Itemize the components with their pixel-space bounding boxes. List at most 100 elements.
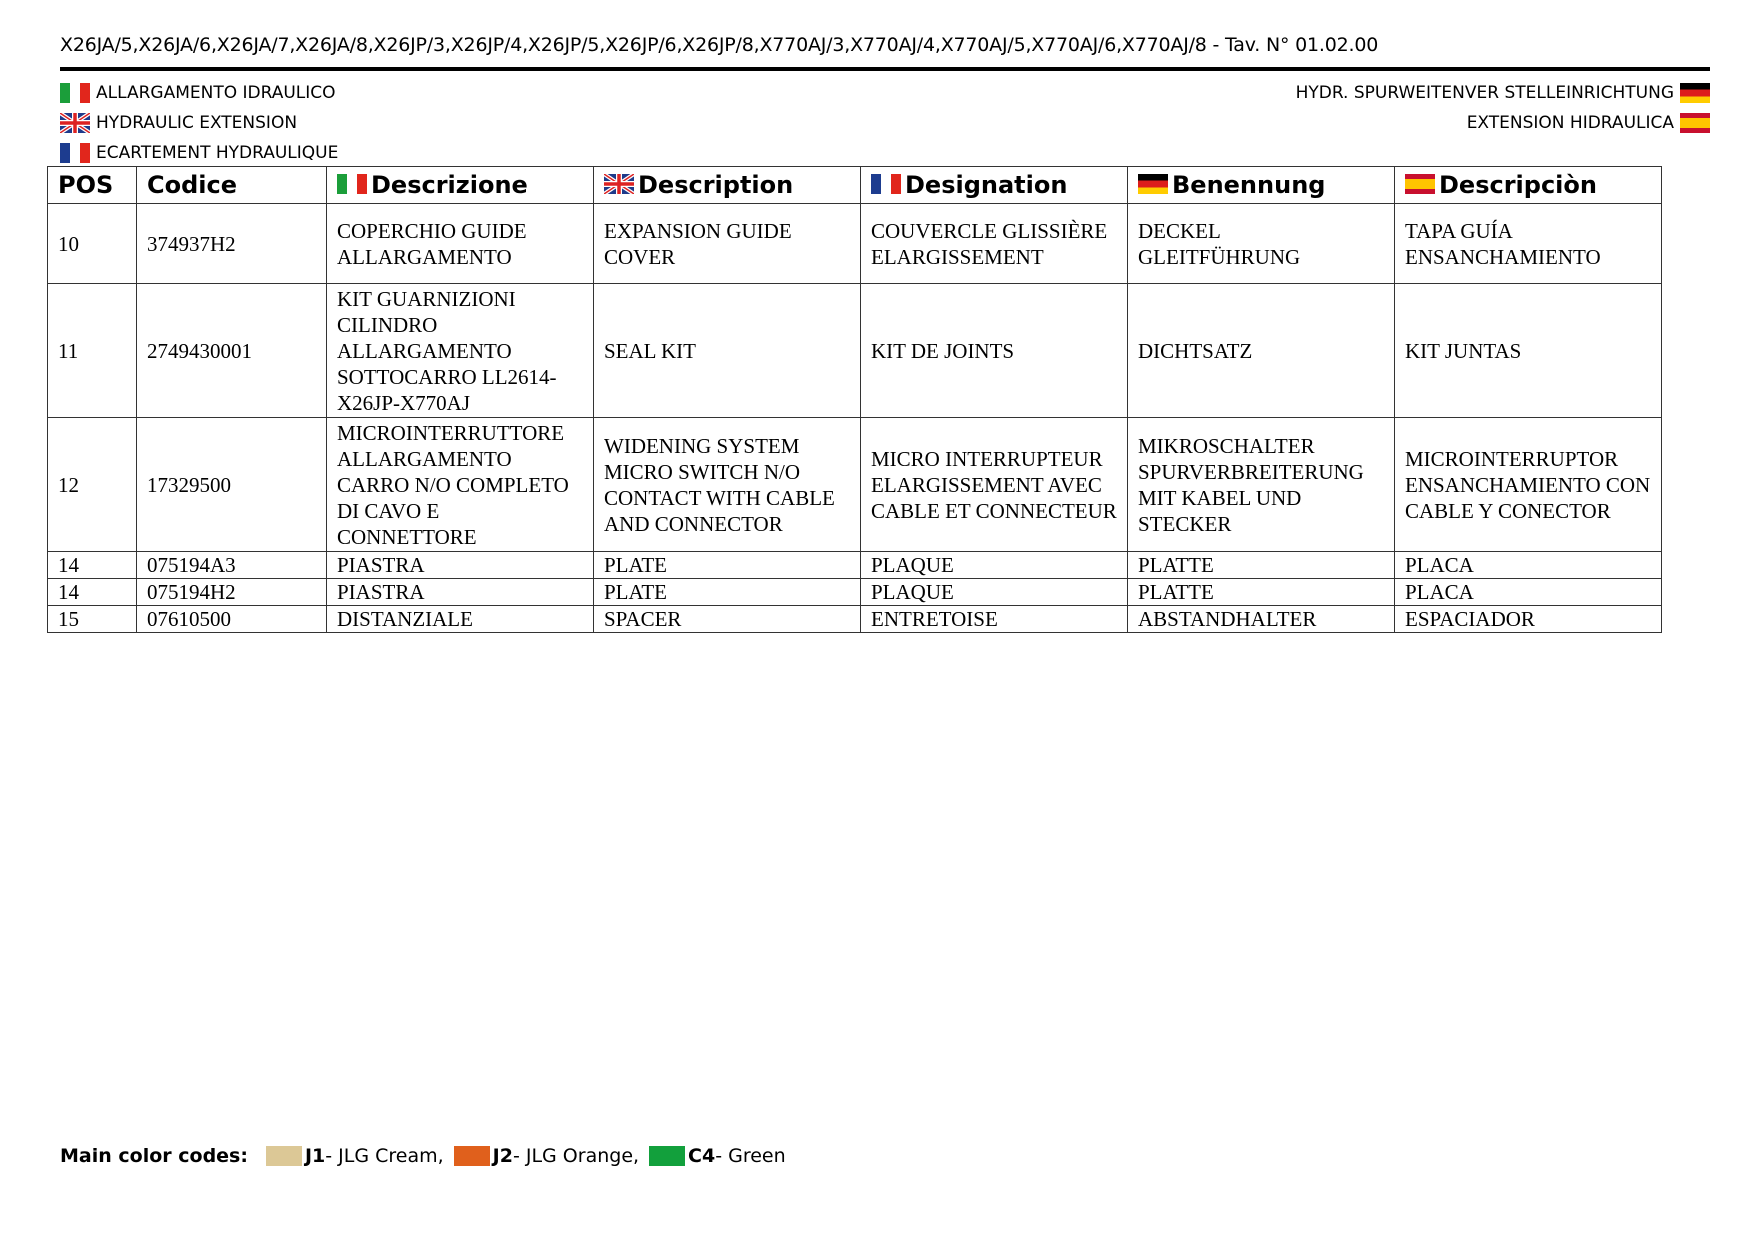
header-it-text: Descrizione [371,171,528,199]
spain-flag-icon [1405,174,1435,194]
cell-en: SPACER [593,605,861,633]
legend-text: - Green [715,1145,786,1167]
cell-code: 075194H2 [136,578,327,606]
title-es-text: EXTENSION HIDRAULICA [1466,113,1674,133]
cell-es: KIT JUNTAS [1394,283,1662,418]
cell-pos: 15 [47,605,137,633]
cream-swatch [265,1146,302,1166]
color-legend: Main color codes: J1 - JLG Cream, J2 - J… [60,1145,796,1167]
header-code: Codice [136,166,327,204]
spain-flag-icon [1680,113,1710,133]
cell-de: DECKEL GLEITFÜHRUNG [1127,203,1395,284]
cell-en: EXPANSION GUIDE COVER [593,203,861,284]
cell-de: ABSTANDHALTER [1127,605,1395,633]
germany-flag-icon [1138,174,1168,194]
title-fr: ECARTEMENT HYDRAULIQUE [60,138,338,168]
cell-code: 2749430001 [136,283,327,418]
italy-flag-icon [60,83,90,103]
header-es: Descripciòn [1394,166,1662,204]
cell-fr: COUVERCLE GLISSIÈRE ELARGISSEMENT [860,203,1128,284]
title-en-text: HYDRAULIC EXTENSION [96,113,298,133]
cell-pos: 12 [47,417,137,552]
title-it-text: ALLARGAMENTO IDRAULICO [96,83,336,103]
legend-code: J1 [304,1145,326,1167]
cell-de: PLATTE [1127,551,1395,579]
cell-fr: MICRO INTERRUPTEUR ELARGISSEMENT AVEC CA… [860,417,1128,552]
title-en: HYDRAULIC EXTENSION [60,108,338,138]
header-en: Description [593,166,861,204]
cell-de: PLATTE [1127,578,1395,606]
uk-flag-icon [604,174,634,194]
cell-es: PLACA [1394,551,1662,579]
cell-en: PLATE [593,578,861,606]
germany-flag-icon [1680,83,1710,103]
cell-fr: PLAQUE [860,551,1128,579]
header-en-text: Description [638,171,794,199]
cell-fr: KIT DE JOINTS [860,283,1128,418]
legend-item-c4: C4 - Green [649,1145,786,1167]
cell-en: SEAL KIT [593,283,861,418]
header-rule [60,67,1710,71]
table-row: 11 2749430001 KIT GUARNIZIONI CILINDRO A… [47,283,1662,418]
cell-pos: 11 [47,283,137,418]
titles-right: HYDR. SPURWEITENVER STELLEINRICHTUNG EXT… [1296,78,1710,138]
header-it: Descrizione [326,166,594,204]
legend-item-j2: J2 - JLG Orange, [453,1145,640,1167]
cell-pos: 14 [47,551,137,579]
header-fr-text: Designation [905,171,1068,199]
cell-es: PLACA [1394,578,1662,606]
legend-code: J2 [492,1145,513,1167]
legend-label: Main color codes: [60,1145,248,1167]
cell-en: WIDENING SYSTEM MICRO SWITCH N/O CONTACT… [593,417,861,552]
cell-it: KIT GUARNIZIONI CILINDRO ALLARGAMENTO SO… [326,283,594,418]
cell-fr: ENTRETOISE [860,605,1128,633]
table-row: 12 17329500 MICROINTERRUTTORE ALLARGAMEN… [47,417,1662,552]
legend-item-j1: J1 - JLG Cream, [265,1145,444,1167]
document-title: X26JA/5,X26JA/6,X26JA/7,X26JA/8,X26JP/3,… [60,34,1379,56]
cell-it: PIASTRA [326,551,594,579]
cell-pos: 14 [47,578,137,606]
cell-fr: PLAQUE [860,578,1128,606]
cell-it: MICROINTERRUTTORE ALLARGAMENTO CARRO N/O… [326,417,594,552]
legend-text: - JLG Cream, [325,1145,444,1167]
title-fr-text: ECARTEMENT HYDRAULIQUE [96,143,339,163]
cell-pos: 10 [47,203,137,284]
cell-it: COPERCHIO GUIDE ALLARGAMENTO [326,203,594,284]
cell-code: 17329500 [136,417,327,552]
italy-flag-icon [337,174,367,194]
titles-left: ALLARGAMENTO IDRAULICO HYDRAULIC EXTENSI… [60,78,338,168]
title-es: EXTENSION HIDRAULICA [1296,108,1710,138]
cell-de: MIKROSCHALTER SPURVERBREITERUNG MIT KABE… [1127,417,1395,552]
title-de-text: HYDR. SPURWEITENVER STELLEINRICHTUNG [1295,83,1674,103]
cell-de: DICHTSATZ [1127,283,1395,418]
cell-es: ESPACIADOR [1394,605,1662,633]
header-fr: Designation [860,166,1128,204]
cell-code: 075194A3 [136,551,327,579]
green-swatch [649,1146,686,1166]
france-flag-icon [871,174,901,194]
parts-table: POS Codice Descrizione Description Desig… [47,166,1662,633]
cell-es: MICROINTERRUPTOR ENSANCHAMIENTO CON CABL… [1394,417,1662,552]
cell-it: PIASTRA [326,578,594,606]
table-row: 10 374937H2 COPERCHIO GUIDE ALLARGAMENTO… [47,203,1662,284]
header-pos: POS [47,166,137,204]
orange-swatch [453,1146,490,1166]
cell-code: 374937H2 [136,203,327,284]
france-flag-icon [60,143,90,163]
cell-it: DISTANZIALE [326,605,594,633]
title-it: ALLARGAMENTO IDRAULICO [60,78,338,108]
cell-code: 07610500 [136,605,327,633]
legend-code: C4 [688,1145,716,1167]
header-de-text: Benennung [1172,171,1326,199]
cell-en: PLATE [593,551,861,579]
header-es-text: Descripciòn [1439,171,1597,199]
header-de: Benennung [1127,166,1395,204]
title-de: HYDR. SPURWEITENVER STELLEINRICHTUNG [1296,78,1710,108]
legend-text: - JLG Orange, [512,1145,640,1167]
uk-flag-icon [60,113,90,133]
table-row: 14 075194A3 PIASTRA PLATE PLAQUE PLATTE … [47,551,1662,579]
table-header-row: POS Codice Descrizione Description Desig… [47,166,1662,204]
cell-es: TAPA GUÍA ENSANCHAMIENTO [1394,203,1662,284]
table-row: 14 075194H2 PIASTRA PLATE PLAQUE PLATTE … [47,578,1662,606]
table-row: 15 07610500 DISTANZIALE SPACER ENTRETOIS… [47,605,1662,633]
